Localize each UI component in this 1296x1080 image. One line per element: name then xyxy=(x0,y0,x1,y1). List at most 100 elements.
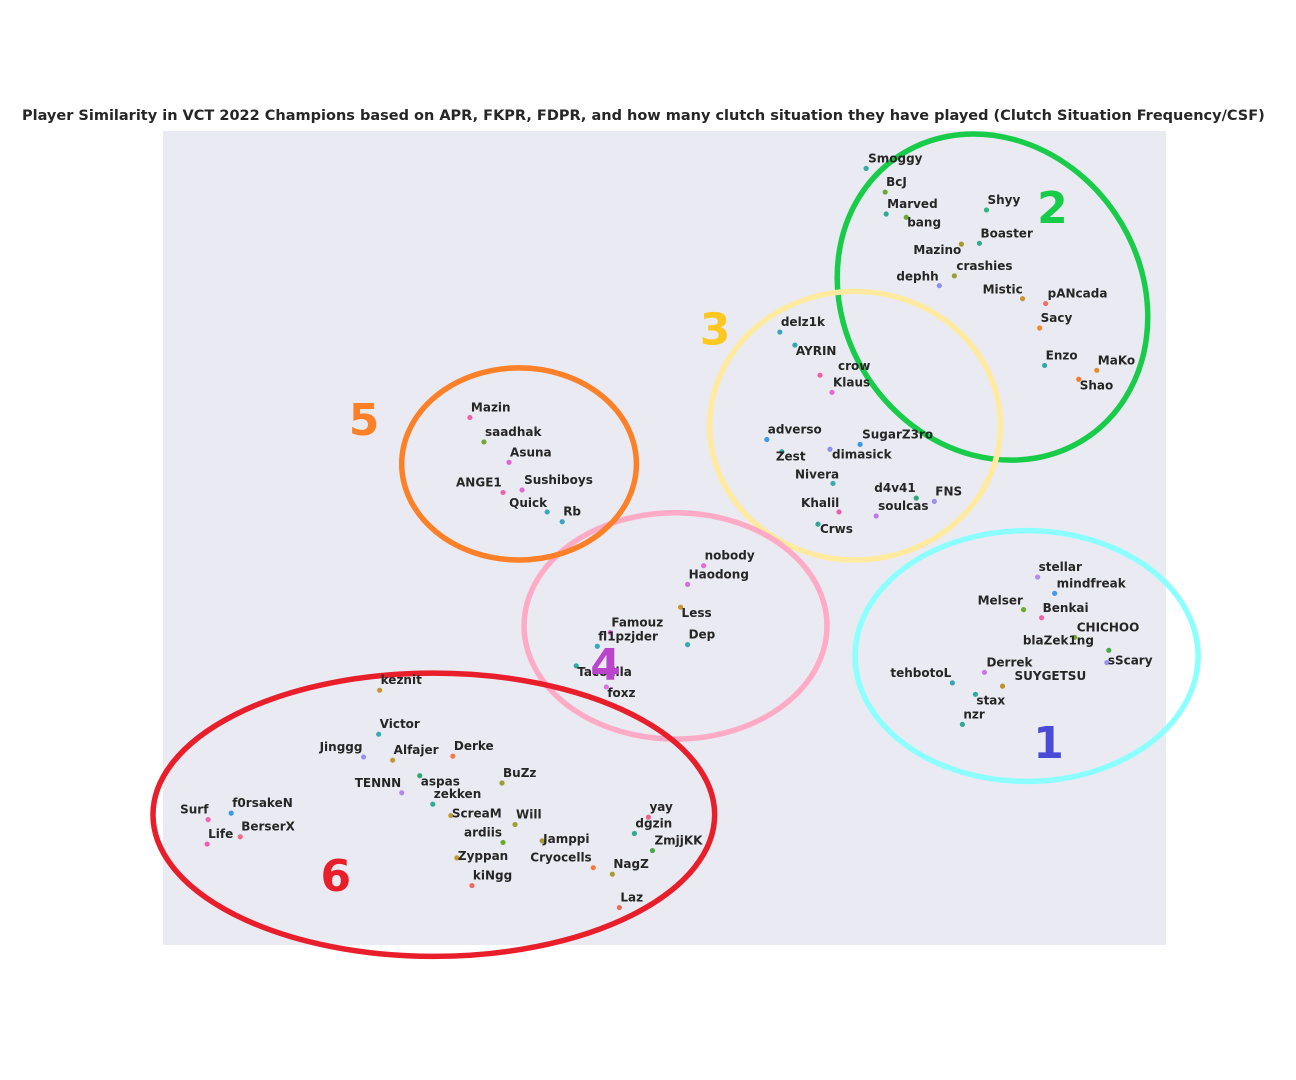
point-label: bang xyxy=(907,215,941,229)
point-adverso xyxy=(764,436,770,443)
point-Jinggg xyxy=(361,754,367,760)
point-Jamppi xyxy=(539,838,545,844)
point-label: Zyppan xyxy=(458,849,508,863)
point-Mistic xyxy=(1019,296,1026,302)
point-label: Surf xyxy=(180,803,209,817)
point-sScary xyxy=(1104,659,1110,666)
plot-area xyxy=(163,131,1166,945)
point-label: pANcada xyxy=(1048,287,1108,301)
point-label: Famouz xyxy=(611,615,663,629)
point-ardiis xyxy=(500,839,506,846)
point-label: yay xyxy=(649,800,673,814)
point-label: Life xyxy=(208,827,233,841)
point-labels: Smoggy BcJ Marved bang Shyy Boaster Mazino cras… xyxy=(180,151,1153,904)
point-Crws xyxy=(815,521,821,527)
point-Klaus xyxy=(829,389,835,395)
point-label: FNS xyxy=(935,484,962,498)
cluster-numbers: 1 2 3 4 5 6 xyxy=(320,183,1067,902)
point-Less xyxy=(677,604,684,610)
point-label: Shao xyxy=(1080,378,1114,392)
point-BerserX xyxy=(237,834,243,840)
point-Smoggy xyxy=(863,165,869,172)
point-Nivera xyxy=(830,480,836,487)
point-label: fl1pzjder xyxy=(598,629,658,643)
point-delz1k xyxy=(777,329,783,335)
point-label: ScreaM xyxy=(452,807,502,821)
point-label: Nivera xyxy=(795,467,839,481)
point-label: Smoggy xyxy=(868,151,923,165)
point-label: nzr xyxy=(963,707,985,721)
point-label: ZmjjKK xyxy=(654,834,703,848)
point-label: BcJ xyxy=(886,175,907,189)
point-Tacolilla xyxy=(573,663,579,669)
point-label: crashies xyxy=(956,259,1012,273)
point-stax xyxy=(972,691,979,697)
point-label: Asuna xyxy=(510,445,552,459)
point-label: d4v41 xyxy=(874,481,915,495)
point-label: Dep xyxy=(689,628,716,642)
cluster-label-4: 4 xyxy=(590,640,621,691)
cluster-ellipse-5 xyxy=(398,365,640,563)
point-label: crow xyxy=(838,359,870,373)
point-nobody xyxy=(701,563,707,569)
point-kiNgg xyxy=(469,882,475,889)
point-tehbotoL xyxy=(949,680,955,686)
point-Sacy xyxy=(1037,325,1043,331)
point-label: MaKo xyxy=(1098,353,1135,367)
point-label: AYRIN xyxy=(796,344,837,358)
point-label: Shyy xyxy=(987,193,1020,207)
point-label: zekken xyxy=(434,787,481,801)
point-Dep xyxy=(684,642,691,648)
point-label: ANGE1 xyxy=(456,475,502,489)
point-mindfreak xyxy=(1052,590,1058,596)
point-label: delz1k xyxy=(781,315,826,329)
point-label: Enzo xyxy=(1046,348,1078,362)
point-label: kiNgg xyxy=(473,869,512,883)
point-FNS xyxy=(931,498,937,504)
point-label: blaZek1ng xyxy=(1023,633,1094,647)
point-Enzo xyxy=(1042,362,1048,369)
point-saadhak xyxy=(481,439,487,445)
point-label: mindfreak xyxy=(1057,576,1127,590)
point-Famouz xyxy=(607,629,613,636)
point-dgzin xyxy=(631,830,638,837)
point-zekken xyxy=(430,801,436,807)
point-label: Boaster xyxy=(980,226,1033,240)
cluster-label-5: 5 xyxy=(349,395,380,446)
point-Marved xyxy=(883,211,889,217)
point-label: Alfajer xyxy=(394,743,439,757)
point-Shao xyxy=(1076,376,1082,382)
point-NagZ xyxy=(609,871,615,877)
point-Life xyxy=(204,841,210,847)
point-label: soulcas xyxy=(878,499,928,513)
point-label: dgzin xyxy=(635,816,672,830)
point-BcJ xyxy=(882,189,888,195)
point-label: tehbotoL xyxy=(890,666,951,680)
point-MaKo xyxy=(1094,367,1100,373)
point-label: Mazin xyxy=(471,401,511,415)
point-label: Marved xyxy=(887,197,938,211)
point-keznit xyxy=(377,687,383,693)
point-BuZz xyxy=(499,780,505,786)
point-Boaster xyxy=(976,240,983,246)
point-Alfajer xyxy=(390,757,396,763)
point-label: dephh xyxy=(896,270,938,284)
point-SUYGETSU xyxy=(999,683,1006,689)
point-label: stellar xyxy=(1039,560,1082,574)
point-foxz xyxy=(603,684,609,690)
point-label: adverso xyxy=(768,423,822,437)
point-label: dimasick xyxy=(832,447,893,461)
point-label: SUYGETSU xyxy=(1015,669,1087,683)
point-ZmjjKK xyxy=(649,847,656,854)
point-Haodong xyxy=(684,581,691,587)
point-Will xyxy=(512,821,518,828)
point-Derke xyxy=(450,753,456,759)
cluster-ellipse-2 xyxy=(834,131,1151,463)
point-yay xyxy=(645,814,652,820)
point-label: foxz xyxy=(607,686,635,700)
cluster-ellipse-6 xyxy=(150,670,718,960)
cluster-ellipses xyxy=(150,131,1201,960)
point-Victor xyxy=(376,731,382,737)
point-label: SugarZ3ro xyxy=(862,427,933,441)
point-label: Sushiboys xyxy=(524,473,593,487)
